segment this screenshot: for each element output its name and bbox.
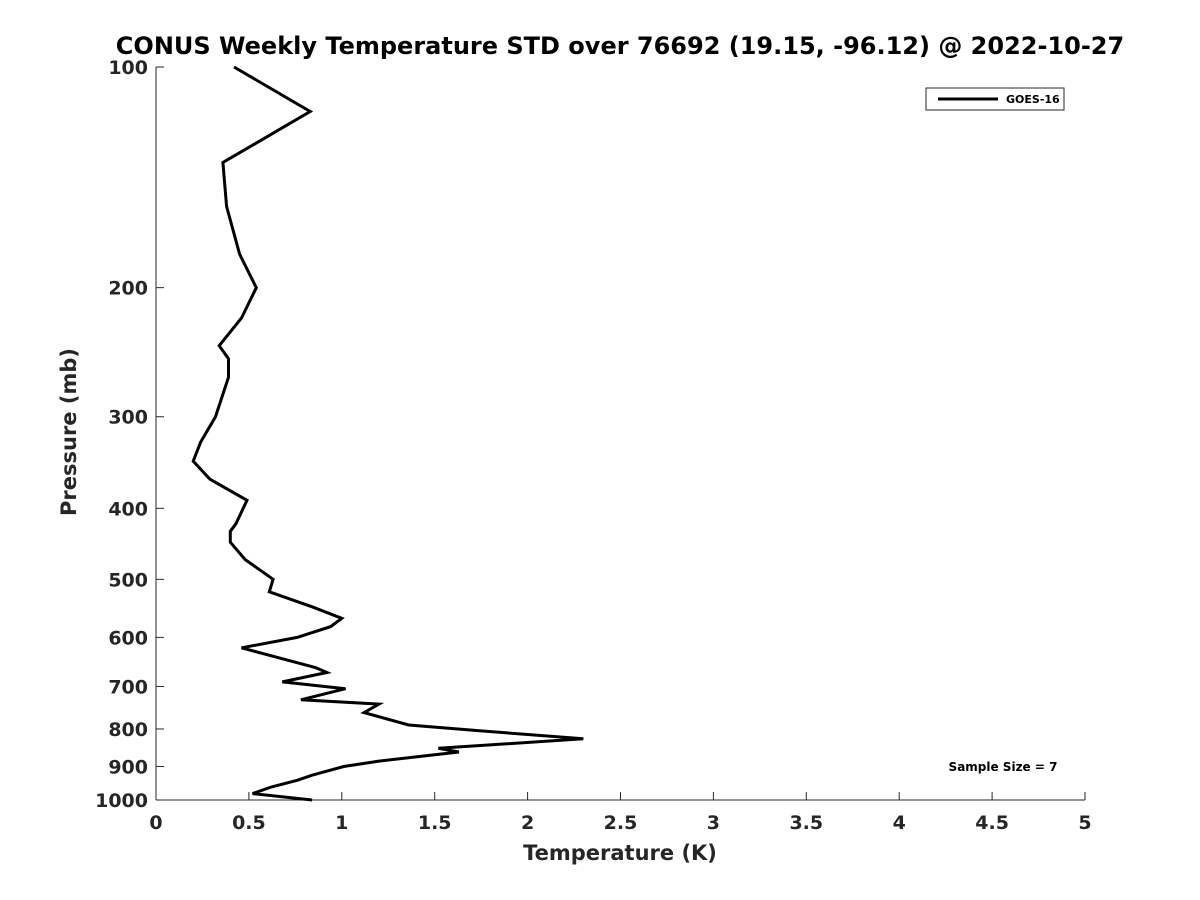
y-tick-label: 700 [108,676,148,698]
x-tick-label: 3 [707,812,720,834]
y-tick-label: 800 [108,719,148,741]
x-tick-label: 2 [521,812,534,834]
chart-title: CONUS Weekly Temperature STD over 76692 … [116,32,1124,60]
series-line-goes-16 [191,65,584,802]
y-tick-label: 200 [108,278,148,300]
y-tick-label: 900 [108,756,148,778]
sample-size-annotation: Sample Size = 7 [949,760,1058,774]
plot-area: 0 0.5 1 1.5 2 2.5 3 3.5 4 4.5 5 100 200 300 400 500 600 7… [95,57,1092,834]
y-tick-label: 500 [108,569,148,591]
x-tick-label: 3.5 [789,812,823,834]
x-tick-label: 1 [335,812,348,834]
y-axis-label: Pressure (mb) [57,348,81,516]
x-tick-label: 0.5 [232,812,266,834]
y-tick-label: 600 [108,627,148,649]
x-tick-label: 1.5 [418,812,452,834]
y-tick-label: 400 [108,498,148,520]
legend-label: GOES-16 [1006,93,1060,106]
x-tick-label: 5 [1078,812,1091,834]
y-tick-label: 100 [108,57,148,79]
y-tick-label: 300 [108,407,148,429]
y-tick-label: 1000 [95,790,148,812]
legend: GOES-16 [925,87,1065,111]
x-tick-label: 2.5 [604,812,638,834]
x-tick-label: 4 [893,812,906,834]
x-tick-label: 0 [149,812,162,834]
x-tick-label: 4.5 [975,812,1009,834]
x-axis-label: Temperature (K) [523,841,717,865]
